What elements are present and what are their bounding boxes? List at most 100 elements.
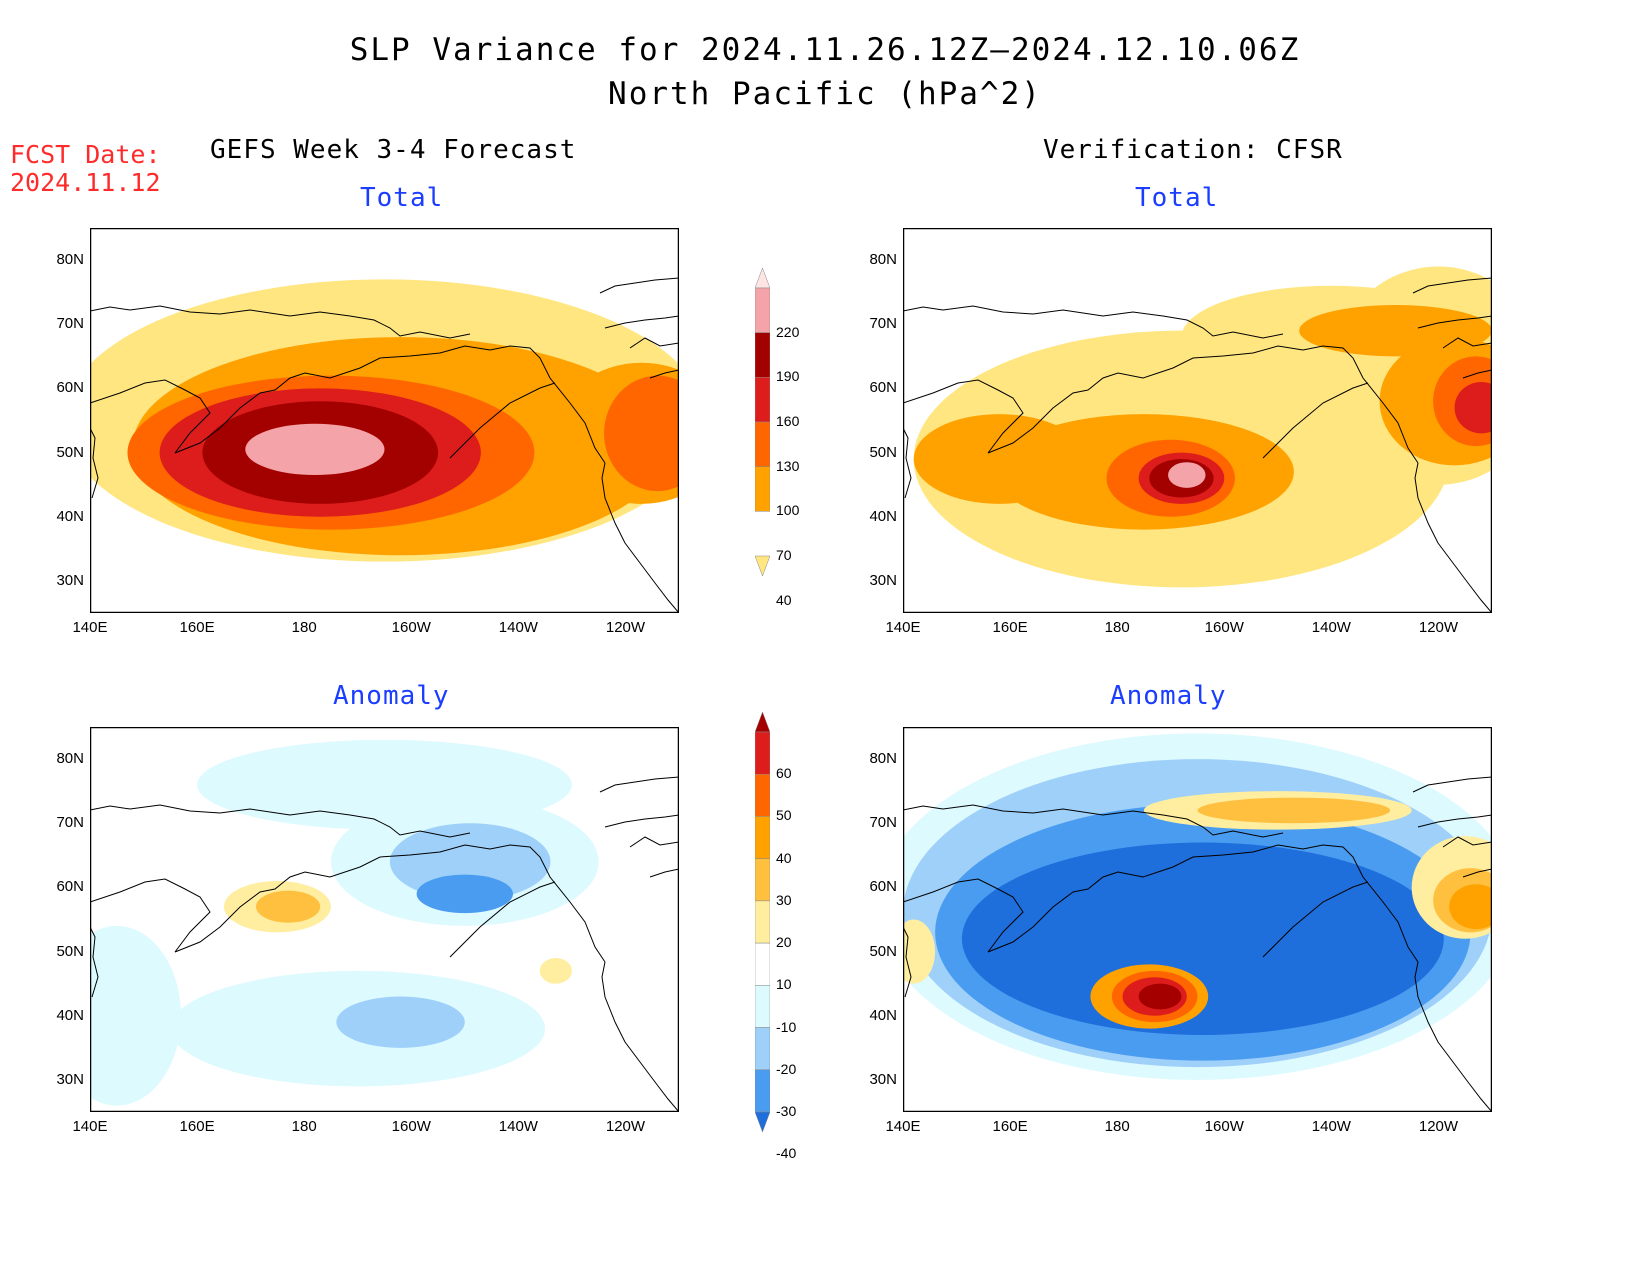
lat-tick-label: 60N (869, 878, 897, 896)
anom-colorbar-label: 50 (776, 807, 792, 824)
br-contour-60 (1138, 983, 1182, 1010)
lat-tick-label: 80N (56, 750, 84, 768)
lon-tick-label: 140W (498, 619, 538, 636)
bl-coastline-1 (90, 878, 211, 953)
bl-coastline-7 (604, 814, 679, 828)
lat-tick-label: 70N (56, 315, 84, 333)
lat-tick-label: 80N (869, 750, 897, 768)
total-colorbar-label: 130 (776, 457, 800, 474)
tl-contour-190 (245, 423, 385, 476)
lat-tick-label: 30N (869, 1070, 897, 1088)
bl-frame (90, 727, 679, 1112)
lon-tick-label: 180 (291, 1118, 317, 1135)
anom-colorbar-label: 60 (776, 765, 792, 782)
total-colorbar-label: 70 (776, 547, 792, 563)
bl-subtitle: Anomaly (333, 681, 450, 711)
lon-tick-label: 160E (179, 619, 215, 636)
tl-coastline-2 (90, 427, 99, 499)
br-contour-30 (1449, 884, 1492, 930)
lon-tick-label: 140W (1311, 1118, 1351, 1135)
lat-tick-label: 50N (869, 942, 897, 960)
fcst-date-label: FCST Date: (10, 140, 161, 169)
forecast-total-map (90, 228, 679, 613)
total-colorbar-swatch (755, 466, 770, 512)
total-colorbar (755, 268, 770, 576)
anom-colorbar-swatch (755, 1027, 770, 1071)
tr-contour-190 (1168, 462, 1206, 488)
anom-colorbar-swatch (755, 816, 770, 859)
lat-tick-label: 80N (56, 251, 84, 269)
bl-coastline-2 (90, 926, 99, 998)
anom-colorbar-swatch (755, 942, 770, 986)
lon-tick-label: 180 (291, 619, 317, 636)
tr-coastline-0 (903, 305, 1284, 339)
br-coastline-3 (987, 844, 1419, 963)
br-coastline-0 (903, 804, 1284, 838)
tr-coastline-4 (1262, 382, 1369, 459)
lat-tick-label: 70N (869, 814, 897, 832)
tl-subtitle: Total (360, 183, 444, 213)
lon-tick-label: 160E (992, 1118, 1028, 1135)
bl-coastline-5 (601, 961, 679, 1112)
verification-anomaly-map (903, 727, 1492, 1112)
br-contour-20 (1197, 797, 1391, 824)
tr-coastline-2 (903, 427, 912, 499)
lat-tick-label: 30N (869, 571, 897, 589)
lon-tick-label: 160W (1204, 619, 1244, 636)
tr-contour-130 (1454, 382, 1492, 434)
verification-total-map (903, 228, 1492, 613)
anom-colorbar-swatch (755, 1069, 770, 1113)
tr-coastline-5 (1414, 462, 1492, 613)
lat-tick-label: 50N (869, 443, 897, 461)
tr-coastline-9 (1462, 369, 1492, 379)
bl-coastline-4 (449, 881, 556, 958)
lat-tick-label: 50N (56, 443, 84, 461)
tl-coastline-4 (449, 382, 556, 459)
lon-tick-label: 120W (605, 1118, 646, 1135)
anom-colorbar-label: 30 (776, 891, 792, 908)
anomaly-colorbar (755, 712, 770, 1132)
br-coastline-8 (1442, 836, 1492, 848)
total-colorbar-label: 100 (776, 502, 800, 519)
lon-tick-label: 180 (1104, 619, 1130, 636)
anom-colorbar-label: -40 (776, 1145, 797, 1162)
lat-tick-label: 30N (56, 1070, 84, 1088)
bl-contour--30 (416, 874, 514, 914)
lon-tick-label: 120W (605, 619, 646, 636)
lat-tick-label: 70N (56, 814, 84, 832)
lat-tick-label: 40N (56, 1006, 84, 1024)
bl-coastline-6 (599, 776, 679, 793)
br-frame (903, 727, 1492, 1112)
total-colorbar-swatch (755, 332, 770, 378)
lon-tick-label: 140W (1311, 619, 1351, 636)
lon-tick-label: 140E (72, 1118, 108, 1135)
forecast-anomaly-map (90, 727, 679, 1112)
lat-tick-label: 40N (56, 507, 84, 525)
anom-colorbar-swatch (755, 731, 770, 775)
tl-coastline-5 (601, 462, 679, 613)
fcst-date-value: 2024.11.12 (10, 168, 161, 197)
br-contour-10 (903, 919, 936, 984)
tl-coastline-0 (90, 305, 471, 339)
total-colorbar-label: 160 (776, 413, 800, 429)
lon-tick-label: 140E (885, 619, 921, 636)
lon-tick-label: 140E (885, 1118, 921, 1135)
br-coastline-6 (1412, 776, 1492, 793)
lon-tick-label: 120W (1418, 619, 1459, 636)
br-coastline-5 (1414, 961, 1492, 1112)
br-coastline-4 (1262, 881, 1369, 958)
lon-tick-label: 140E (72, 619, 108, 636)
bl-coastline-9 (649, 868, 679, 878)
br-coastline-7 (1417, 814, 1492, 828)
lat-tick-label: 40N (869, 1006, 897, 1024)
anom-colorbar-swatch (755, 858, 770, 902)
verification-column-title: Verification: CFSR (1043, 135, 1343, 165)
tl-coastline-7 (604, 315, 679, 329)
bl-contour--20 (336, 996, 465, 1048)
lon-tick-label: 160E (992, 619, 1028, 636)
tr-coastline-6 (1412, 277, 1492, 294)
total-colorbar-swatch (755, 555, 770, 576)
anom-colorbar-swatch (755, 773, 770, 817)
tl-coastline-6 (599, 277, 679, 294)
tr-coastline-1 (903, 379, 1024, 454)
